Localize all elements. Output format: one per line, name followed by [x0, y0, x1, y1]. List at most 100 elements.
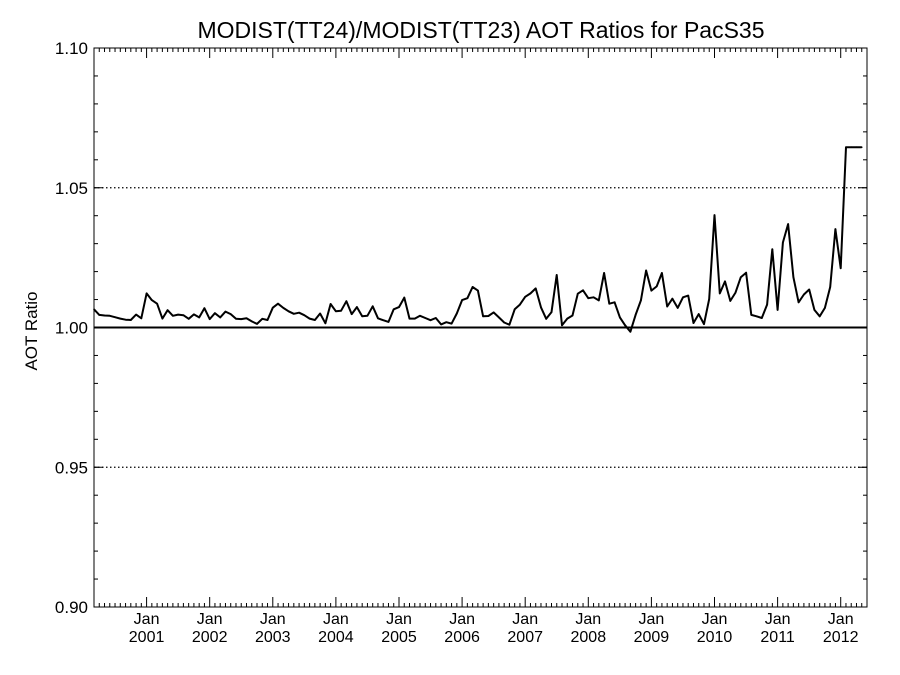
x-tick-label-year: 2006: [444, 629, 480, 646]
data-point: [424, 317, 426, 319]
data-point: [803, 294, 805, 296]
data-point: [367, 315, 369, 317]
data-point: [467, 297, 469, 299]
data-point: [109, 315, 111, 317]
data-point: [861, 146, 863, 148]
data-point: [283, 307, 285, 309]
data-point: [714, 214, 716, 216]
chart-title: MODIST(TT24)/MODIST(TT23) AOT Ratios for…: [197, 17, 764, 43]
data-point: [814, 309, 816, 311]
data-point: [624, 324, 626, 326]
data-point: [672, 298, 674, 300]
data-point: [309, 318, 311, 320]
data-point: [256, 323, 258, 325]
data-point: [403, 297, 405, 299]
data-point: [561, 324, 563, 326]
data-point: [740, 276, 742, 278]
data-point: [724, 281, 726, 283]
data-point: [587, 297, 589, 299]
aot-ratio-chart: MODIST(TT24)/MODIST(TT23) AOT Ratios for…: [0, 0, 900, 675]
data-point: [524, 296, 526, 298]
data-point: [772, 248, 774, 250]
x-tick-label-year: 2012: [823, 629, 859, 646]
data-point: [687, 295, 689, 297]
data-point: [130, 319, 132, 321]
y-tick-label: 1.05: [55, 179, 88, 198]
data-point: [666, 306, 668, 308]
data-point: [661, 272, 663, 274]
data-point: [619, 317, 621, 319]
data-point: [845, 146, 847, 148]
y-tick-label: 1.10: [55, 39, 88, 58]
data-point: [198, 317, 200, 319]
data-point: [824, 307, 826, 309]
data-point: [708, 298, 710, 300]
x-tick-label-year: 2003: [255, 629, 291, 646]
data-point: [461, 299, 463, 301]
data-point: [503, 322, 505, 324]
data-point: [135, 314, 137, 316]
data-point: [677, 307, 679, 309]
x-tick-label-year: 2004: [318, 629, 354, 646]
x-tick-label-month: Jan: [512, 611, 538, 628]
x-tick-label-month: Jan: [575, 611, 601, 628]
data-point: [98, 314, 100, 316]
data-point: [593, 297, 595, 299]
data-point: [856, 146, 858, 148]
data-point: [751, 314, 753, 316]
data-point: [488, 315, 490, 317]
data-point: [766, 304, 768, 306]
data-point: [698, 313, 700, 315]
data-point: [183, 314, 185, 316]
data-point: [351, 313, 353, 315]
x-tick-label-month: Jan: [197, 611, 223, 628]
data-point: [519, 304, 521, 306]
x-tick-label-month: Jan: [828, 611, 854, 628]
data-point: [261, 318, 263, 320]
series-layer: [93, 146, 862, 332]
data-point: [177, 314, 179, 316]
x-tick-label-month: Jan: [765, 611, 791, 628]
data-point: [172, 315, 174, 317]
x-tick-label-month: Jan: [449, 611, 475, 628]
x-tick-label-month: Jan: [639, 611, 665, 628]
data-point: [298, 312, 300, 314]
data-point: [193, 314, 195, 316]
tick-labels: 0.900.951.001.051.10Jan2001Jan2002Jan200…: [55, 39, 859, 646]
data-point: [777, 309, 779, 311]
data-point: [782, 242, 784, 244]
data-point: [545, 318, 547, 320]
data-point: [414, 318, 416, 320]
x-tick-label-month: Jan: [702, 611, 728, 628]
data-point: [209, 318, 211, 320]
data-point: [272, 307, 274, 309]
data-point: [572, 315, 574, 317]
data-point: [472, 286, 474, 288]
data-point: [219, 317, 221, 319]
series-line-0: [94, 147, 862, 332]
data-point: [435, 317, 437, 319]
data-point: [304, 314, 306, 316]
data-point: [430, 319, 432, 321]
data-point: [293, 313, 295, 315]
data-point: [251, 321, 253, 323]
data-point: [598, 300, 600, 302]
data-point: [240, 318, 242, 320]
data-point: [151, 299, 153, 301]
data-point: [451, 323, 453, 325]
data-point: [346, 300, 348, 302]
data-point: [682, 297, 684, 299]
x-tick-label-month: Jan: [260, 611, 286, 628]
data-point: [119, 318, 121, 320]
data-point: [377, 317, 379, 319]
data-point: [840, 267, 842, 269]
x-tick-label-year: 2010: [697, 629, 733, 646]
data-point: [645, 270, 647, 272]
data-point: [693, 322, 695, 324]
data-point: [729, 300, 731, 302]
data-point: [146, 293, 148, 295]
data-point: [325, 323, 327, 325]
x-tick-label-year: 2002: [192, 629, 228, 646]
data-point: [319, 313, 321, 315]
data-point: [829, 286, 831, 288]
